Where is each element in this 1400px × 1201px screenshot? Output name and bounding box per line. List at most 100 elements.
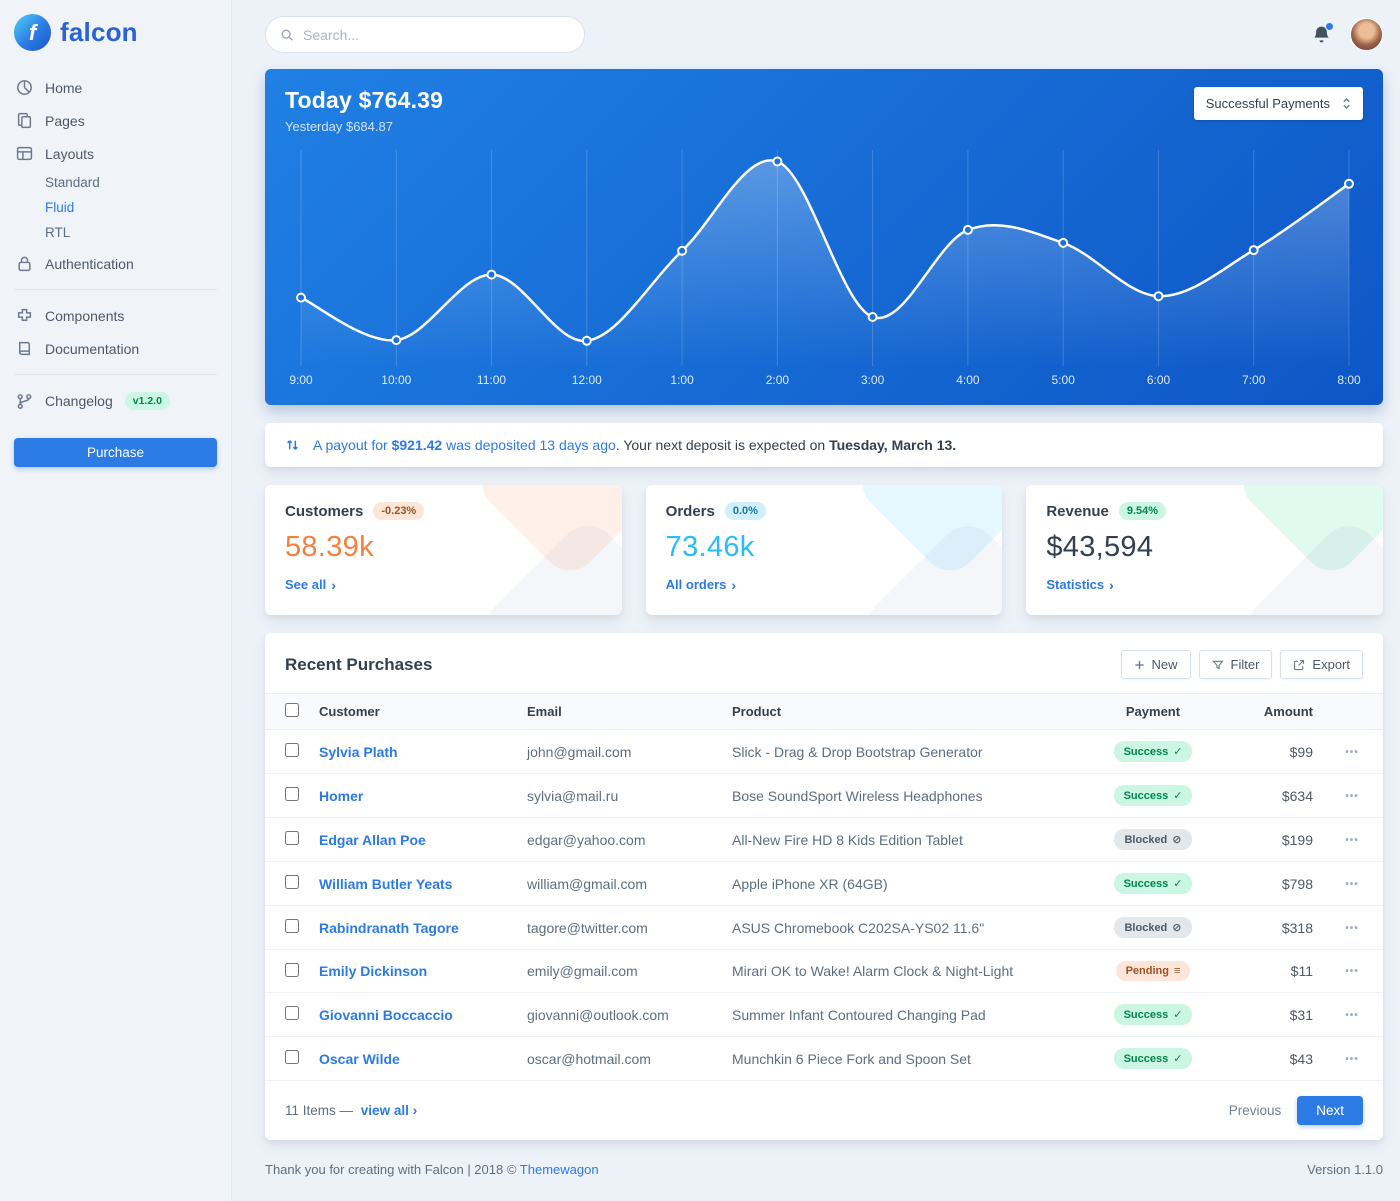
product-name: ASUS Chromebook C202SA-YS02 11.6" bbox=[724, 905, 1077, 950]
purchase-row: Rabindranath Tagore tagore@twitter.com ASU… bbox=[265, 905, 1383, 950]
sidebar-item-pages[interactable]: Pages bbox=[14, 104, 217, 137]
sidebar-item-label: Documentation bbox=[45, 340, 140, 357]
notification-dot bbox=[1325, 21, 1334, 31]
row-actions-button[interactable]: ••• bbox=[1341, 1006, 1363, 1025]
purchases-table-body: Sylvia Plath john@gmail.com Slick - Drag &… bbox=[265, 729, 1383, 1081]
customer-link[interactable]: Emily Dickinson bbox=[319, 963, 428, 979]
payment-status-badge: Blocked ⊘ bbox=[1114, 917, 1192, 938]
payment-status-badge: Pending ≡ bbox=[1115, 961, 1191, 981]
customer-link[interactable]: Edgar Allan Poe bbox=[319, 831, 426, 848]
purchase-amount: $199 bbox=[1229, 817, 1321, 862]
product-name: Slick - Drag & Drop Bootstrap Generator bbox=[724, 729, 1077, 774]
column-header-customer[interactable]: Customer bbox=[311, 693, 519, 730]
row-checkbox[interactable] bbox=[285, 831, 299, 845]
customer-link[interactable]: Oscar Wilde bbox=[319, 1050, 400, 1067]
new-button[interactable]: New bbox=[1120, 650, 1191, 679]
notifications-button[interactable] bbox=[1311, 21, 1334, 46]
payout-link[interactable]: A payout for $921.42 was deposited 13 da… bbox=[313, 437, 616, 453]
sidebar-item-fluid[interactable]: Fluid bbox=[45, 200, 75, 215]
hero-head: Today $764.39 Yesterday $684.87 Successf… bbox=[285, 87, 1363, 134]
all-orders-link[interactable]: All orders › bbox=[665, 576, 737, 593]
row-checkbox[interactable] bbox=[285, 1006, 299, 1020]
payment-status-badge: Success ✓ bbox=[1113, 1048, 1193, 1069]
stat-value: 73.46k bbox=[665, 531, 755, 563]
row-checkbox[interactable] bbox=[285, 875, 299, 889]
customer-link[interactable]: Sylvia Plath bbox=[319, 743, 398, 760]
stat-title: Revenue bbox=[1046, 502, 1109, 520]
table-head: Recent Purchases New Filter Export bbox=[265, 633, 1383, 693]
sidebar-item-components[interactable]: Components bbox=[14, 299, 217, 332]
row-checkbox[interactable] bbox=[285, 919, 299, 933]
export-button[interactable]: Export bbox=[1280, 650, 1363, 679]
stat-title: Orders bbox=[665, 502, 715, 520]
purchase-button[interactable]: Purchase bbox=[14, 438, 217, 467]
row-actions-button[interactable]: ••• bbox=[1341, 743, 1363, 762]
purchase-amount: $798 bbox=[1229, 861, 1321, 906]
product-name: Apple iPhone XR (64GB) bbox=[724, 861, 1077, 906]
svg-text:5:00: 5:00 bbox=[1052, 373, 1076, 387]
sidebar-item-changelog[interactable]: Changelog v1.2.0 bbox=[14, 384, 217, 418]
themewagon-link[interactable]: Themewagon bbox=[519, 1162, 599, 1177]
column-header-payment[interactable]: Payment bbox=[1077, 693, 1229, 730]
search-input[interactable] bbox=[303, 26, 570, 43]
customer-link[interactable]: Homer bbox=[319, 787, 364, 804]
see-all-link[interactable]: See all › bbox=[285, 576, 336, 593]
footer-version: Version 1.1.0 bbox=[1307, 1162, 1383, 1177]
customers-card: Customers -0.23% 58.39k See all › bbox=[265, 485, 622, 615]
brand[interactable]: f falcon bbox=[14, 14, 217, 51]
svg-text:10:00: 10:00 bbox=[381, 373, 411, 387]
purchase-amount: $634 bbox=[1229, 773, 1321, 818]
purchase-amount: $31 bbox=[1229, 992, 1321, 1037]
customer-link[interactable]: Rabindranath Tagore bbox=[319, 919, 459, 936]
payments-filter-dropdown[interactable]: Successful Payments bbox=[1193, 87, 1363, 120]
row-actions-button[interactable]: ••• bbox=[1341, 831, 1363, 850]
falcon-logo-icon: f bbox=[14, 14, 51, 51]
blocked-status-icon: ⊘ bbox=[1172, 834, 1182, 846]
row-actions-button[interactable]: ••• bbox=[1341, 875, 1363, 894]
sidebar-item-rtl[interactable]: RTL bbox=[45, 225, 71, 240]
svg-text:11:00: 11:00 bbox=[477, 373, 506, 387]
purchases-table: Customer Email Product Payment Amount Sy… bbox=[265, 693, 1383, 1081]
customer-link[interactable]: William Butler Yeats bbox=[319, 875, 453, 892]
payments-chart: 9:00 10:00 11:00 12:00 1:00 2:00 3:00 4:00 5:00 6… bbox=[285, 142, 1363, 397]
user-avatar[interactable] bbox=[1350, 18, 1383, 51]
previous-button[interactable]: Previous bbox=[1228, 1103, 1282, 1118]
success-status-icon: ✓ bbox=[1173, 1009, 1183, 1021]
payout-notice: A payout for $921.42 was deposited 13 da… bbox=[265, 423, 1383, 467]
customer-link[interactable]: Giovanni Boccaccio bbox=[319, 1006, 453, 1023]
product-name: All-New Fire HD 8 Kids Edition Tablet bbox=[724, 817, 1077, 862]
customer-email: tagore@twitter.com bbox=[519, 905, 724, 950]
row-actions-button[interactable]: ••• bbox=[1341, 1050, 1363, 1069]
sort-arrows-icon bbox=[1342, 97, 1351, 110]
row-checkbox[interactable] bbox=[285, 743, 299, 757]
row-actions-button[interactable]: ••• bbox=[1341, 919, 1363, 938]
payments-hero-card: Today $764.39 Yesterday $684.87 Successf… bbox=[265, 69, 1383, 405]
row-checkbox[interactable] bbox=[285, 787, 299, 801]
sidebar-item-home[interactable]: Home bbox=[14, 71, 217, 104]
row-actions-button[interactable]: ••• bbox=[1341, 962, 1363, 981]
chart-pie-icon bbox=[16, 79, 33, 96]
column-header-product[interactable]: Product bbox=[724, 693, 1077, 730]
view-all-link[interactable]: view all › bbox=[360, 1102, 418, 1118]
sidebar-item-documentation[interactable]: Documentation bbox=[14, 332, 217, 365]
sidebar-item-layouts[interactable]: Layouts bbox=[14, 137, 217, 170]
select-all-checkbox[interactable] bbox=[285, 703, 299, 717]
statistics-link[interactable]: Statistics › bbox=[1046, 576, 1114, 593]
svg-text:12:00: 12:00 bbox=[572, 373, 602, 387]
filter-button[interactable]: Filter bbox=[1198, 650, 1273, 679]
sidebar-item-authentication[interactable]: Authentication bbox=[14, 247, 217, 280]
row-checkbox[interactable] bbox=[285, 1050, 299, 1064]
sidebar-item-standard[interactable]: Standard bbox=[45, 175, 100, 190]
svg-text:3:00: 3:00 bbox=[861, 373, 885, 387]
column-header-amount[interactable]: Amount bbox=[1229, 693, 1321, 730]
product-name: Mirari OK to Wake! Alarm Clock & Night-L… bbox=[724, 949, 1077, 993]
next-button[interactable]: Next bbox=[1297, 1096, 1363, 1125]
row-checkbox[interactable] bbox=[285, 962, 299, 977]
row-actions-button[interactable]: ••• bbox=[1341, 787, 1363, 806]
column-header-email[interactable]: Email bbox=[519, 693, 724, 730]
success-status-icon: ✓ bbox=[1173, 790, 1183, 802]
version-badge: v1.2.0 bbox=[124, 392, 170, 410]
customer-email: giovanni@outlook.com bbox=[519, 992, 724, 1037]
success-status-icon: ✓ bbox=[1173, 878, 1183, 890]
